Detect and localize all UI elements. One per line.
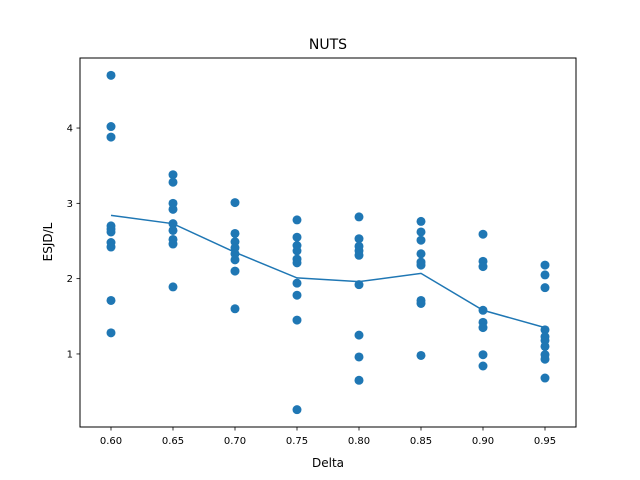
x-tick-label: 0.95 [534, 436, 556, 447]
x-tick-label: 0.85 [410, 436, 432, 447]
y-tick-label: 3 [67, 199, 73, 210]
mean-line [110, 214, 546, 329]
scatter-point [354, 234, 364, 244]
scatter-point [106, 242, 116, 252]
scatter-point [416, 216, 426, 226]
scatter-point [106, 227, 116, 237]
scatter-point [478, 229, 488, 239]
x-tick-label: 0.90 [472, 436, 494, 447]
scatter-point [354, 330, 364, 340]
scatter-point [168, 239, 178, 249]
scatter-point [106, 70, 116, 80]
scatter-point [416, 260, 426, 270]
scatter-point [416, 227, 426, 237]
scatter-point [478, 262, 488, 272]
scatter-point [540, 341, 550, 351]
scatter-point [540, 283, 550, 293]
scatter-point [540, 354, 550, 364]
scatter-point [478, 323, 488, 333]
scatter-point [230, 198, 240, 208]
scatter-point [416, 350, 426, 360]
scatter-point [540, 260, 550, 270]
y-tick-label: 2 [67, 274, 73, 285]
scatter-point [292, 246, 302, 256]
y-axis-ticks: 1 2 3 4 [67, 124, 80, 360]
scatter-point [354, 250, 364, 260]
x-tick-label: 0.75 [286, 436, 308, 447]
scatter-point [292, 315, 302, 325]
scatter-point [106, 295, 116, 305]
scatter-point [478, 361, 488, 371]
scatter-point [540, 373, 550, 383]
scatter-point [168, 204, 178, 214]
y-axis-label: ESJD/L [41, 222, 55, 261]
scatter-point [292, 232, 302, 242]
scatter-point [292, 278, 302, 288]
x-axis-ticks: 0.60 0.65 0.70 0.75 0.80 0.85 0.90 0.95 [100, 427, 556, 447]
scatter-point [230, 228, 240, 238]
scatter-point [106, 122, 116, 132]
scatter-point [354, 280, 364, 290]
scatter-point [168, 225, 178, 235]
scatter-point [416, 235, 426, 245]
y-tick-label: 4 [67, 124, 73, 135]
scatter-point [292, 215, 302, 225]
x-tick-label: 0.65 [162, 436, 184, 447]
scatter-point [230, 255, 240, 265]
scatter-point [292, 258, 302, 268]
plot-frame [79, 57, 577, 428]
scatter-point [106, 132, 116, 142]
x-tick-label: 0.60 [100, 436, 122, 447]
x-tick-label: 0.70 [224, 436, 246, 447]
scatter-point [416, 249, 426, 259]
scatter-point [292, 290, 302, 300]
x-tick-label: 0.80 [348, 436, 370, 447]
scatter-point [292, 405, 302, 415]
scatter-point [354, 212, 364, 222]
scatter-point [106, 328, 116, 338]
x-axis-label: Delta [312, 456, 344, 470]
y-tick-label: 1 [67, 349, 73, 360]
scatter-point [416, 298, 426, 308]
scatter-point [168, 177, 178, 187]
chart-title: NUTS [309, 37, 347, 53]
scatter-point [230, 266, 240, 276]
scatter-point [354, 375, 364, 385]
scatter-point [230, 304, 240, 314]
scatter-point [540, 270, 550, 280]
scatter-point [168, 170, 178, 180]
scatter-point [168, 282, 178, 292]
scatter-point [478, 350, 488, 360]
marks-layer [106, 70, 550, 415]
scatter-point [354, 352, 364, 362]
